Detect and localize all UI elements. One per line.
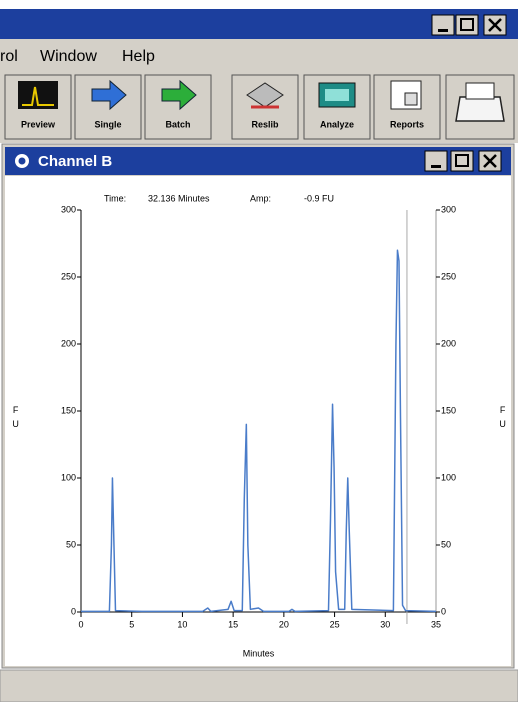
chart-area bbox=[5, 176, 511, 666]
printer-icon bbox=[455, 96, 505, 122]
readout-amp: -0.9 FU bbox=[304, 193, 334, 203]
toolbar-button[interactable] bbox=[445, 74, 515, 140]
button-label: Reslib bbox=[251, 119, 279, 129]
readout-time: 32.136 Minutes bbox=[148, 193, 210, 203]
y-tick-label: 250 bbox=[61, 271, 76, 281]
icon bbox=[246, 82, 284, 108]
icon bbox=[91, 79, 127, 111]
y-axis-label: FU bbox=[11, 405, 21, 433]
toolbar-button[interactable]: Batch bbox=[144, 74, 212, 140]
x-tick-label: 5 bbox=[129, 619, 134, 629]
y2-axis-label: FU bbox=[498, 405, 508, 433]
button-label: Batch bbox=[165, 119, 190, 129]
button-icon bbox=[318, 82, 356, 108]
y-tick-label: 200 bbox=[61, 338, 76, 348]
x-tick-label: 15 bbox=[228, 619, 238, 629]
menu-item[interactable]: Window bbox=[40, 48, 97, 65]
x-tick-label: 0 bbox=[78, 619, 83, 629]
minimize-icon bbox=[438, 29, 448, 32]
y-tick-label: 100 bbox=[61, 472, 76, 482]
readout-label: Amp: bbox=[250, 193, 271, 203]
button-face bbox=[144, 74, 212, 140]
x-tick-label: 10 bbox=[177, 619, 187, 629]
y-tick-label: 0 bbox=[71, 606, 76, 616]
window-icon-center bbox=[18, 157, 26, 165]
y2-tick-label: 50 bbox=[441, 539, 451, 549]
button-face bbox=[74, 74, 142, 140]
y2-tick-label: 300 bbox=[441, 204, 456, 214]
button-label: Single bbox=[94, 119, 121, 129]
y2-tick-label: 100 bbox=[441, 472, 456, 482]
y-tick-label: 300 bbox=[61, 204, 76, 214]
icon bbox=[22, 86, 54, 106]
maximize-icon bbox=[460, 18, 474, 31]
x-axis-label: Minutes bbox=[243, 648, 275, 658]
series-line bbox=[81, 249, 437, 613]
minimize-button[interactable] bbox=[424, 150, 448, 172]
maximize-icon bbox=[455, 154, 469, 167]
toolbar-button[interactable]: Analyze bbox=[303, 74, 371, 140]
menu-item[interactable]: Help bbox=[122, 48, 155, 65]
toolbar-button[interactable]: Reports bbox=[373, 74, 441, 140]
menu-item[interactable]: rol bbox=[0, 48, 18, 65]
icon bbox=[404, 92, 418, 106]
y2-tick-label: 150 bbox=[441, 405, 456, 415]
x-tick-label: 30 bbox=[380, 619, 390, 629]
child-title: Channel B bbox=[38, 153, 112, 170]
button-icon bbox=[161, 79, 197, 111]
minimize-button[interactable] bbox=[431, 14, 455, 36]
chromatogram: 0 50 100 150 200 250 300 0 50 100 150 200 250 300 0 5 10… bbox=[11, 204, 508, 658]
child-window-controls bbox=[424, 150, 502, 172]
y2-tick-label: 250 bbox=[441, 271, 456, 281]
menu-bar bbox=[0, 39, 518, 71]
toolbar-button[interactable]: Reslib bbox=[231, 74, 299, 140]
toolbar-button[interactable]: Preview bbox=[4, 74, 72, 140]
button-icon bbox=[246, 82, 284, 109]
toolbar-buttons: Preview Single Batch Reslib Analyze Reports bbox=[4, 74, 515, 140]
readout-label: Time: bbox=[104, 193, 126, 203]
minimize-icon bbox=[431, 165, 441, 168]
icon bbox=[161, 79, 197, 111]
button-icon bbox=[91, 79, 127, 111]
window-controls bbox=[431, 14, 507, 36]
button-icon bbox=[18, 81, 58, 109]
button-label: Preview bbox=[21, 119, 56, 129]
x-tick-label: 25 bbox=[330, 619, 340, 629]
x-tick-label: 20 bbox=[279, 619, 289, 629]
status-bar bbox=[0, 669, 518, 702]
button-icon bbox=[390, 80, 422, 110]
button-label: Analyze bbox=[320, 119, 354, 129]
toolbar-button[interactable]: Single bbox=[74, 74, 142, 140]
button-label: Reports bbox=[390, 119, 424, 129]
y-tick-label: 150 bbox=[61, 405, 76, 415]
icon bbox=[325, 89, 349, 101]
y-tick-label: 50 bbox=[66, 539, 76, 549]
y2-tick-label: 200 bbox=[441, 338, 456, 348]
close-icon bbox=[488, 18, 502, 32]
printer-paper bbox=[465, 82, 495, 100]
x-tick-label: 35 bbox=[431, 619, 441, 629]
y2-tick-label: 0 bbox=[441, 606, 446, 616]
close-icon bbox=[483, 154, 497, 168]
